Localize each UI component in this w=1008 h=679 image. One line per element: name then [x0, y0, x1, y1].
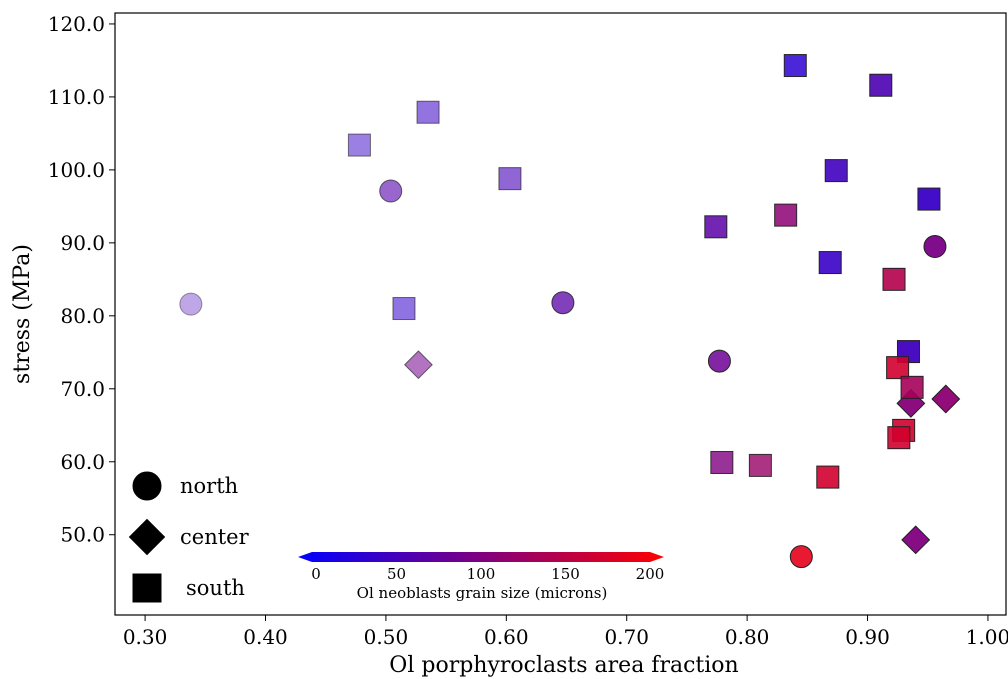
center-point [901, 525, 931, 555]
colorbar-gradient [298, 552, 664, 562]
y-axis-label: stress (MPa) [10, 244, 35, 384]
north-point [707, 349, 731, 373]
data-points [179, 54, 961, 569]
south-point [704, 215, 728, 239]
y-tick-label: 100.0 [48, 158, 105, 182]
x-tick-label: 0.50 [364, 625, 409, 649]
south-point [882, 267, 906, 291]
colorbar-tick-label: 150 [551, 565, 580, 583]
colorbar-tick-label: 0 [311, 565, 321, 583]
plot-frame [114, 12, 1007, 616]
south-point [710, 450, 734, 474]
x-tick-label: 1.00 [966, 625, 1008, 649]
legend-circle-icon [132, 471, 162, 501]
y-tick-label: 110.0 [48, 85, 105, 109]
colorbar-ticks: 0 50 100 150 200 [311, 565, 664, 583]
legend-label-center: center [180, 525, 250, 549]
legend-label-south: south [186, 576, 245, 600]
north-point [551, 291, 575, 315]
x-axis-label: Ol porphyroclasts area fraction [389, 653, 738, 678]
north-point [923, 235, 947, 259]
south-point [816, 465, 840, 489]
x-tick-label: 0.90 [845, 625, 890, 649]
legend-diamond-icon [128, 518, 166, 556]
x-tick-label: 0.60 [484, 625, 529, 649]
south-point [824, 159, 848, 183]
colorbar-tick-label: 50 [387, 565, 406, 583]
south-point [774, 203, 798, 227]
x-tick-label: 0.30 [123, 625, 168, 649]
north-point [789, 545, 813, 569]
y-tick-label: 120.0 [48, 12, 105, 36]
south-point [416, 100, 440, 124]
south-point [869, 73, 893, 97]
south-point [887, 426, 911, 450]
colorbar-tick-label: 100 [467, 565, 496, 583]
north-point [379, 179, 403, 203]
y-tick-label: 50.0 [60, 523, 105, 547]
y-tick-label: 90.0 [60, 231, 105, 255]
colorbar: 0 50 100 150 200 Ol neoblasts grain size (mi… [298, 552, 664, 602]
south-point [818, 251, 842, 275]
y-tick-label: 60.0 [60, 450, 105, 474]
south-point [748, 453, 772, 477]
x-tick-label: 0.40 [243, 625, 288, 649]
south-point [917, 187, 941, 211]
south-point [886, 356, 910, 380]
y-axis: 50.0 60.0 70.0 80.0 90.0 100.0 110.0 120.0 [48, 12, 115, 547]
south-point [392, 297, 416, 321]
north-point [179, 292, 203, 316]
south-point [498, 167, 522, 191]
south-point [347, 133, 371, 157]
center-point [403, 350, 433, 380]
legend-square-icon [132, 573, 162, 603]
colorbar-label: Ol neoblasts grain size (microns) [357, 584, 608, 602]
x-tick-label: 0.70 [604, 625, 649, 649]
legend: north center south [128, 471, 250, 603]
y-tick-label: 80.0 [60, 304, 105, 328]
colorbar-tick-label: 200 [636, 565, 665, 583]
x-tick-label: 0.80 [725, 625, 770, 649]
south-point [783, 54, 807, 78]
x-axis: 0.30 0.40 0.50 0.60 0.70 0.80 0.90 1.00 [123, 615, 1008, 649]
legend-label-north: north [180, 474, 238, 498]
south-point [900, 375, 924, 399]
center-point [931, 384, 961, 414]
y-tick-label: 70.0 [60, 377, 105, 401]
